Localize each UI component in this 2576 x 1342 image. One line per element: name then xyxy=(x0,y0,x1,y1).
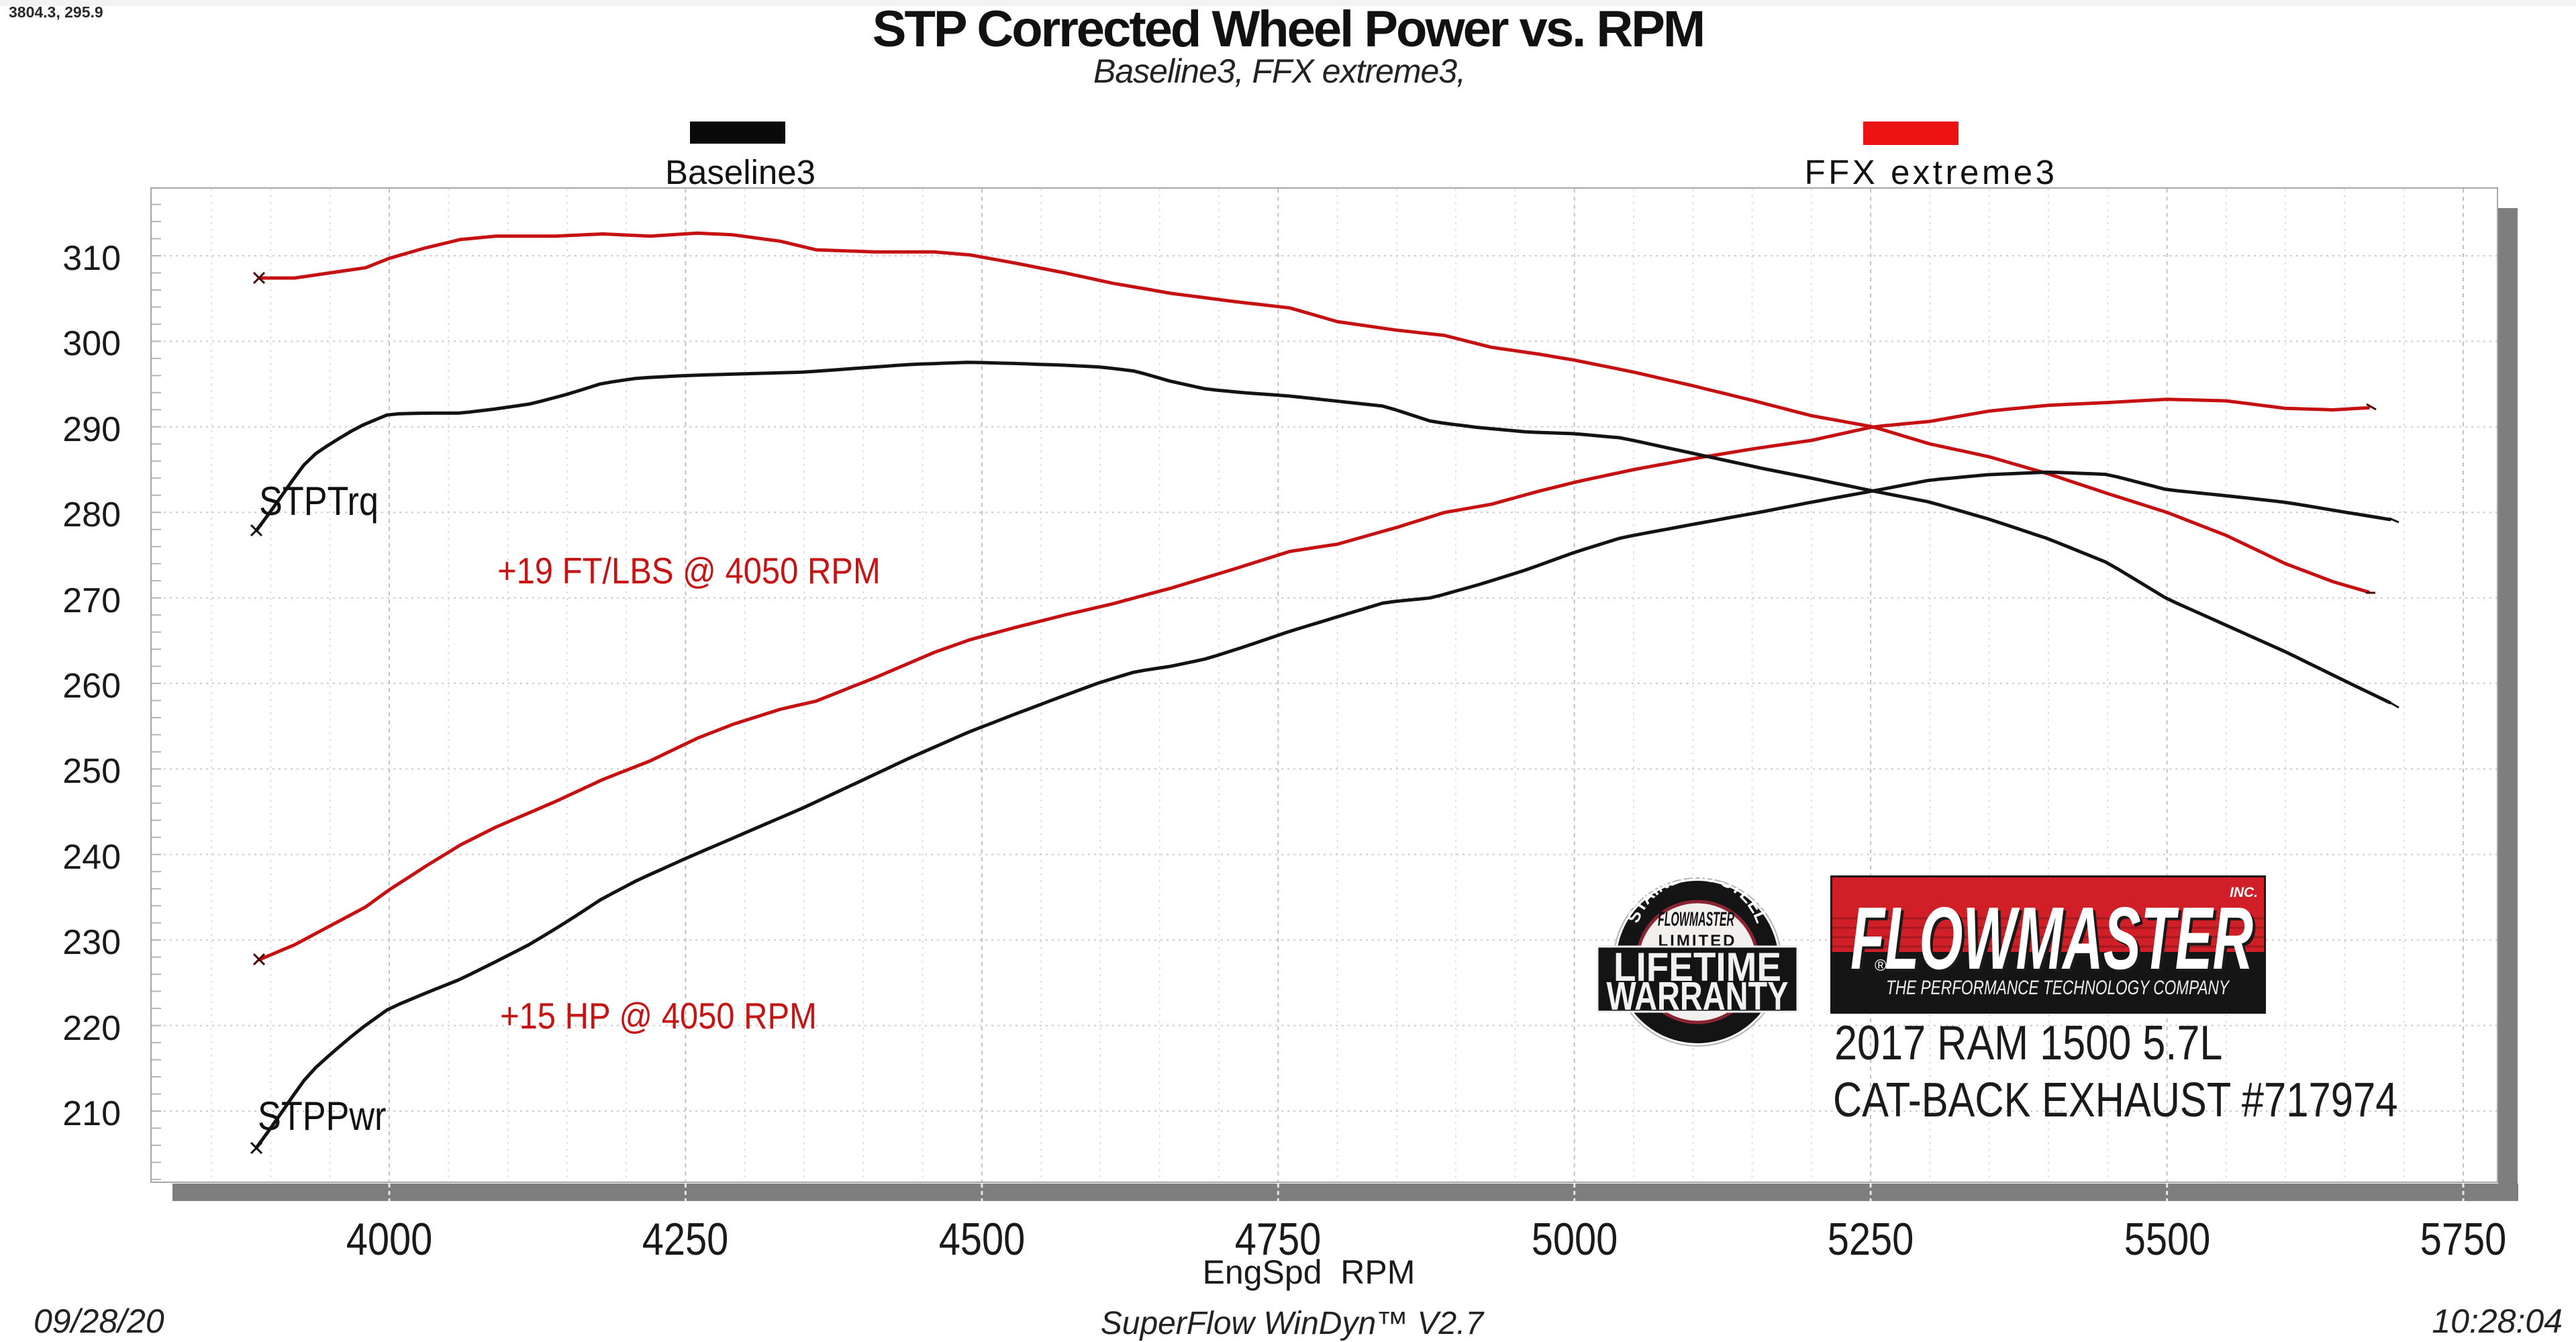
svg-text:FLOWMASTER: FLOWMASTER xyxy=(1658,908,1734,930)
svg-text:INC.: INC. xyxy=(2230,885,2258,900)
svg-text:FLOWMASTER: FLOWMASTER xyxy=(1850,889,2253,988)
svg-text:THE PERFORMANCE TECHNOLOGY COM: THE PERFORMANCE TECHNOLOGY COMPANY xyxy=(1886,977,2230,999)
svg-text:®: ® xyxy=(1875,957,1887,975)
svg-text:WARRANTY: WARRANTY xyxy=(1607,974,1789,1018)
svg-text:FLOWMASTER: FLOWMASTER xyxy=(1853,892,2256,990)
svg-text:LIFETIME: LIFETIME xyxy=(1614,945,1781,990)
